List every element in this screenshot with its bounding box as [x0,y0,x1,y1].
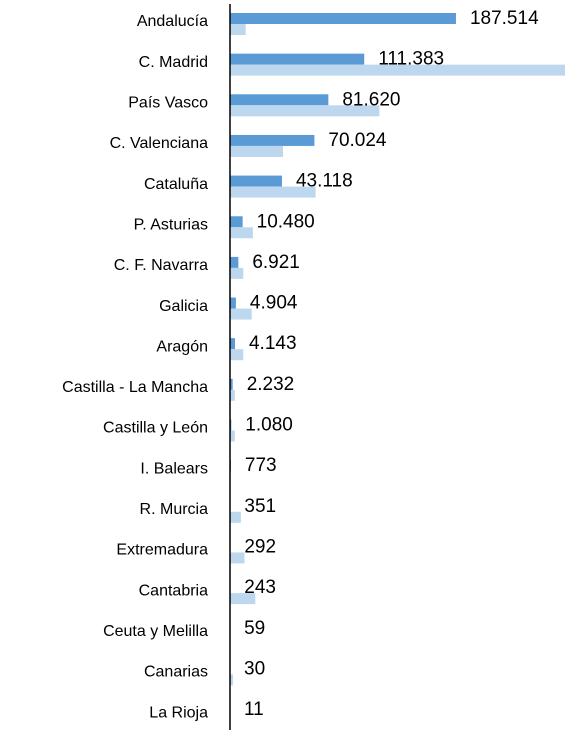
category-label: La Rioja [149,704,208,721]
value-label: 11 [244,699,264,720]
bar [230,511,241,523]
bar [230,227,253,239]
value-label: 243 [244,577,276,598]
category-label: C. F. Navarra [114,257,208,274]
bar [230,186,316,198]
value-label: 30 [244,658,265,679]
value-label: 6.921 [252,252,300,273]
value-label: 1.080 [245,415,293,436]
category-label: Andalucía [137,13,208,30]
bar [230,256,239,268]
bar [230,430,235,442]
category-label: Castilla y León [103,420,208,437]
value-label: 70.024 [328,130,387,151]
bar [230,64,565,76]
bar [230,105,380,117]
bar [230,175,282,187]
value-label: 59 [244,618,265,639]
category-label: Ceuta y Melilla [103,623,208,640]
category-label: C. Valenciana [110,135,209,152]
bar [230,349,244,361]
category-label: I. Balears [140,460,208,477]
category-label: País Vasco [128,95,208,112]
bar [230,389,235,401]
value-label: 4.143 [249,333,297,354]
category-label: C. Madrid [139,54,208,71]
bar [230,53,365,65]
bar [230,267,244,279]
value-label: 111.383 [378,49,444,70]
category-label: R. Murcia [140,501,209,518]
bar [230,297,236,309]
category-label: Aragón [156,338,208,355]
bar [230,593,256,605]
value-label: 773 [245,455,277,476]
category-label: Castilla - La Mancha [62,379,208,396]
bar [230,308,252,320]
value-label: 351 [244,496,276,517]
bar [230,378,233,390]
category-label: Cantabria [139,582,208,599]
bar [230,552,245,564]
value-label: 292 [244,536,276,557]
value-label: 81.620 [342,89,400,110]
bar [230,134,315,146]
value-label: 2.232 [247,374,295,395]
bar [230,674,234,686]
bar [230,216,243,228]
category-label: Cataluña [144,176,208,193]
value-label: 43.118 [296,171,353,192]
bar [230,24,246,35]
bar [230,13,456,24]
value-label: 4.904 [250,293,298,314]
bar [230,94,329,106]
category-label: Galicia [159,298,208,315]
category-label: Extremadura [116,542,208,559]
bar [230,338,235,350]
value-label: 187.514 [470,8,539,29]
value-label: 10.480 [257,211,315,232]
category-label: Canarias [144,664,208,681]
bar [230,145,284,157]
category-label: P. Asturias [134,216,208,233]
